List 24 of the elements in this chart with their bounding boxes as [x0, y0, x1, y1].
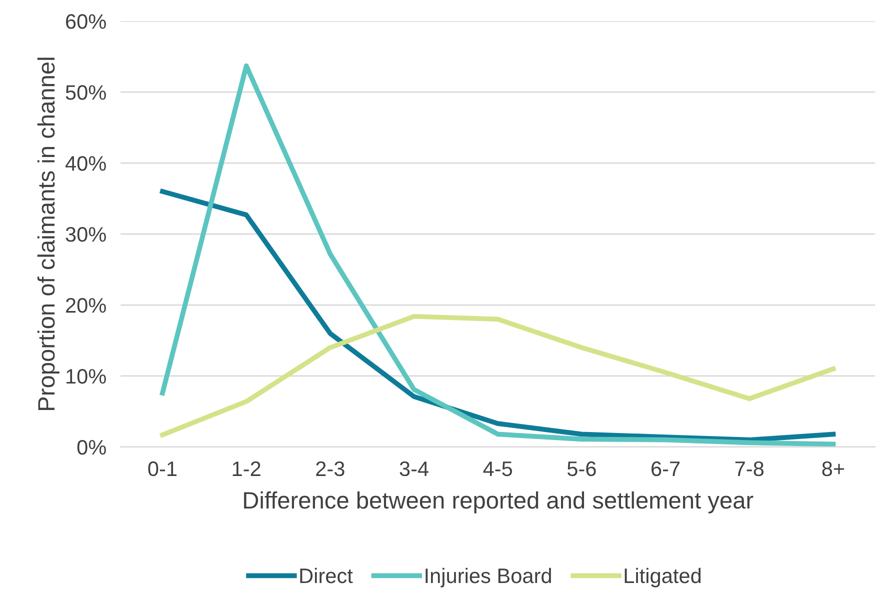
x-tick-label: 0-1	[148, 461, 177, 476]
x-axis-title: Difference between reported and settlement year	[244, 491, 754, 514]
x-tick-label: 4-5	[483, 462, 512, 476]
x-tick-label: 7-8	[735, 461, 764, 476]
y-tick-label: 20%	[66, 298, 106, 313]
x-tick-label: 1-2	[232, 461, 260, 476]
line-series	[160, 63, 836, 447]
x-tick-label: 8+	[822, 461, 844, 476]
x-tick-label: 2-3	[316, 461, 344, 476]
line-series	[160, 189, 836, 442]
y-tick-label: 10%	[66, 368, 106, 384]
legend-label: Injuries Board	[426, 568, 551, 588]
y-axis-title: Proportion of claimants in channel	[37, 58, 60, 410]
x-tick-label: 3-4	[400, 461, 428, 476]
y-tick-label: 50%	[66, 85, 106, 100]
y-tick-label: 0%	[77, 440, 106, 455]
x-tick-label: 6-7	[652, 461, 680, 476]
x-tick-label: 5-6	[567, 461, 596, 476]
y-tick-label: 40%	[65, 156, 106, 171]
y-tick-label: 30%	[66, 227, 106, 242]
y-tick-label: 60%	[66, 14, 106, 29]
legend-label: Litigated	[624, 568, 701, 588]
legend-label: Direct	[300, 568, 353, 584]
line-series	[160, 314, 836, 438]
